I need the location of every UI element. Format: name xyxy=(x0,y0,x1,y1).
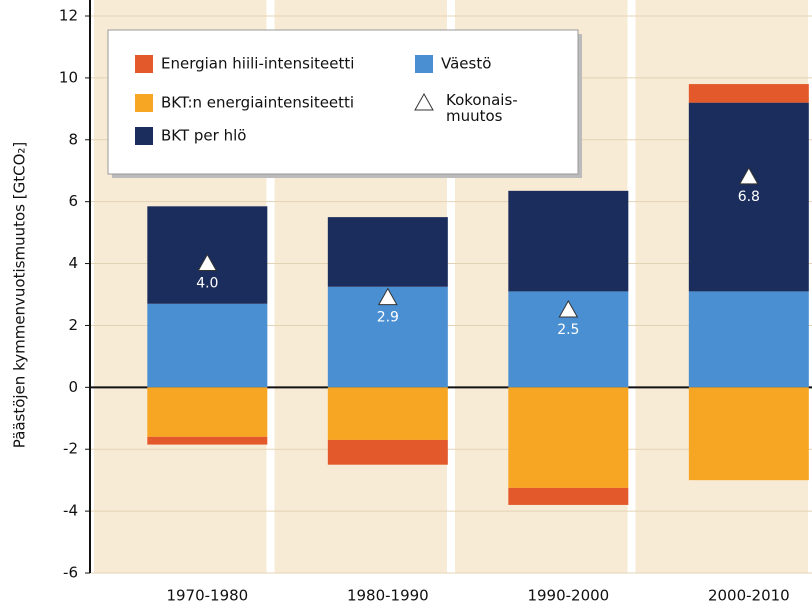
x-tick-label: 1990-2000 xyxy=(527,587,609,605)
bar-segment xyxy=(508,387,629,488)
bar-segment xyxy=(327,439,448,465)
bar-segment xyxy=(508,487,629,505)
y-tick-label: -6 xyxy=(63,564,78,582)
legend-swatch xyxy=(135,94,153,112)
y-tick-label: 8 xyxy=(68,130,78,148)
x-tick-label: 1980-1990 xyxy=(347,587,429,605)
total-marker xyxy=(377,287,398,306)
bar-segment xyxy=(688,84,809,103)
y-tick-label: 0 xyxy=(68,378,78,396)
bar-segment xyxy=(327,387,448,440)
total-label: 2.5 xyxy=(557,322,579,338)
bar-segment xyxy=(688,102,809,292)
legend-box xyxy=(107,29,579,175)
total-marker xyxy=(197,253,218,272)
y-tick-label: 10 xyxy=(59,68,78,86)
legend-label: Energian hiili-intensiteetti xyxy=(161,55,354,73)
y-tick-label: 2 xyxy=(68,316,78,334)
bar-segment xyxy=(147,436,268,445)
y-tick-label: 12 xyxy=(59,7,78,25)
legend-label: BKT:n energiaintensiteetti xyxy=(161,94,354,112)
legend-swatch xyxy=(135,127,153,145)
bar-segment xyxy=(147,387,268,437)
total-label: 2.9 xyxy=(377,310,399,326)
legend-swatch xyxy=(135,55,153,73)
total-label: 4.0 xyxy=(196,276,218,292)
y-tick-label: 4 xyxy=(68,254,78,272)
total-marker xyxy=(738,166,759,185)
legend-label: BKT per hlö xyxy=(161,127,246,145)
bar-segment xyxy=(327,217,448,287)
y-tick-label: -4 xyxy=(63,502,78,520)
legend-label: Väestö xyxy=(441,55,491,73)
bar-segment xyxy=(688,387,809,481)
bar-segment xyxy=(147,303,268,388)
total-label: 6.8 xyxy=(738,189,760,205)
bar-segment xyxy=(508,190,629,292)
legend-swatch xyxy=(415,55,433,73)
legend-label: Kokonais-muutos xyxy=(446,91,518,125)
y-tick-label: 6 xyxy=(68,192,78,210)
y-tick-label: -2 xyxy=(63,440,78,458)
total-marker xyxy=(558,299,579,318)
x-tick-label: 2000-2010 xyxy=(708,587,790,605)
legend-marker xyxy=(414,92,434,111)
legend: Väestö BKT per hlö BKT:n energiaintensitee… xyxy=(107,29,582,178)
y-axis-label: Päästöjen kymmenvuotismuutos [GtCO₂] xyxy=(11,142,29,448)
bar-segment xyxy=(688,291,809,388)
x-tick-label: 1970-1980 xyxy=(166,587,248,605)
